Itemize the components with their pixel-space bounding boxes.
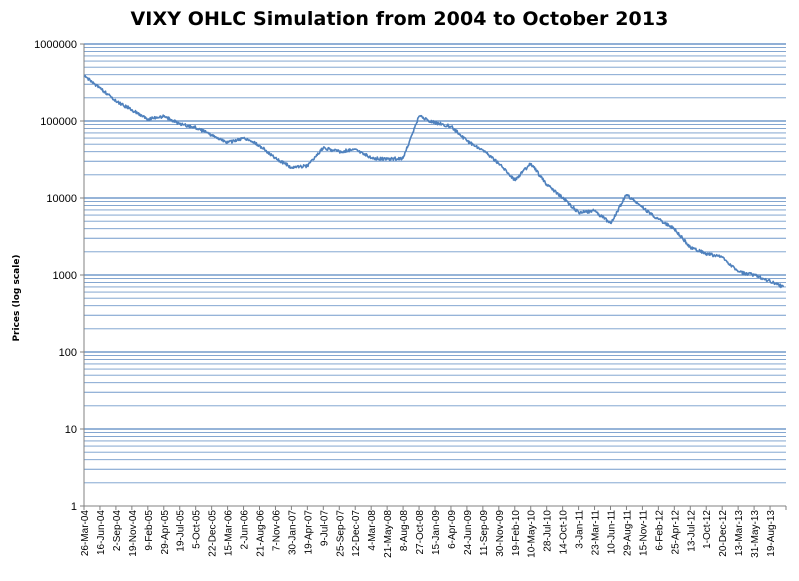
x-tick-label: 31-May-13 <box>750 510 761 558</box>
x-tick-label: 30-Nov-09 <box>495 510 506 557</box>
x-tick-label: 9-Jul-07 <box>319 510 330 547</box>
x-tick-label: 19-Jul-05 <box>176 510 187 552</box>
x-tick-label: 29-Aug-11 <box>622 510 633 556</box>
series-layer <box>83 74 785 289</box>
y-tick-label: 1000000 <box>34 39 77 51</box>
y-tick-label: 100000 <box>40 116 77 128</box>
x-tick-label: 1-Oct-12 <box>702 510 713 549</box>
x-tick-label: 15-Nov-11 <box>638 510 649 556</box>
gridlines <box>84 43 786 484</box>
axes <box>80 43 787 510</box>
x-tick-label: 25-Apr-12 <box>670 510 681 555</box>
x-tick-label: 19-Nov-04 <box>128 510 139 557</box>
x-tick-label: 10-May-10 <box>527 510 538 558</box>
x-tick-label: 8-Aug-08 <box>399 510 410 552</box>
x-tick-label: 6-Feb-12 <box>654 510 665 551</box>
x-tick-label: 2-Jun-06 <box>240 510 251 550</box>
x-tick-label: 16-Jun-04 <box>96 510 107 555</box>
x-tick-label: 12-Dec-07 <box>351 510 362 557</box>
price-series-line <box>83 74 785 289</box>
x-tick-label: 10-Jun-11 <box>607 510 618 555</box>
x-tick-label: 21-Aug-06 <box>256 510 267 557</box>
x-tick-label: 28-Jul-10 <box>543 510 554 552</box>
x-tick-label: 26-Mar-04 <box>80 510 91 557</box>
x-tick-label: 19-Aug-13 <box>766 510 777 557</box>
x-tick-label: 15-Jan-09 <box>431 510 442 555</box>
y-tick-label: 1000 <box>53 270 77 282</box>
x-tick-label: 25-Sep-07 <box>335 510 346 557</box>
y-tick-label: 10 <box>65 424 77 436</box>
x-tick-label: 3-Jan-11 <box>575 510 586 549</box>
x-tick-label: 2-Sep-04 <box>112 510 123 552</box>
x-tick-label: 29-Apr-05 <box>160 510 171 555</box>
x-tick-label: 24-Jun-09 <box>463 510 474 555</box>
y-tick-label: 100 <box>59 347 77 359</box>
x-tick-label: 19-Apr-07 <box>303 510 314 555</box>
x-tick-labels: 26-Mar-04 16-Jun-04 2-Sep-04 19-Nov-04 9-Feb… <box>80 510 777 558</box>
x-tick-label: 22-Dec-05 <box>208 510 219 557</box>
x-tick-label: 7-Nov-06 <box>271 510 282 552</box>
x-tick-label: 21-May-08 <box>383 510 394 558</box>
x-tick-label: 20-Dec-12 <box>718 510 729 557</box>
y-tick-labels: 1 10 100 1000 10000 100000 1000000 <box>34 39 77 513</box>
x-tick-label: 14-Oct-10 <box>559 510 570 555</box>
x-tick-label: 11-Sep-09 <box>479 510 490 556</box>
x-tick-label: 5-Oct-05 <box>192 510 203 549</box>
x-tick-label: 23-Mar-11 <box>591 510 602 556</box>
x-tick-label: 13-Jul-12 <box>686 510 697 552</box>
chart-title: VIXY OHLC Simulation from 2004 to Octobe… <box>130 8 669 30</box>
x-tick-label: 9-Feb-05 <box>144 510 155 551</box>
y-tick-label: 1 <box>71 501 77 513</box>
y-tick-label: 10000 <box>46 193 77 205</box>
x-tick-label: 6-Apr-09 <box>447 510 458 549</box>
x-tick-label: 27-Oct-08 <box>415 510 426 555</box>
x-tick-label: 19-Feb-10 <box>511 510 522 557</box>
x-tick-label: 4-Mar-08 <box>367 510 378 551</box>
x-tick-label: 13-Mar-13 <box>734 510 745 557</box>
x-tick-label: 30-Jan-07 <box>287 510 298 555</box>
x-tick-label: 15-Mar-06 <box>224 510 235 557</box>
